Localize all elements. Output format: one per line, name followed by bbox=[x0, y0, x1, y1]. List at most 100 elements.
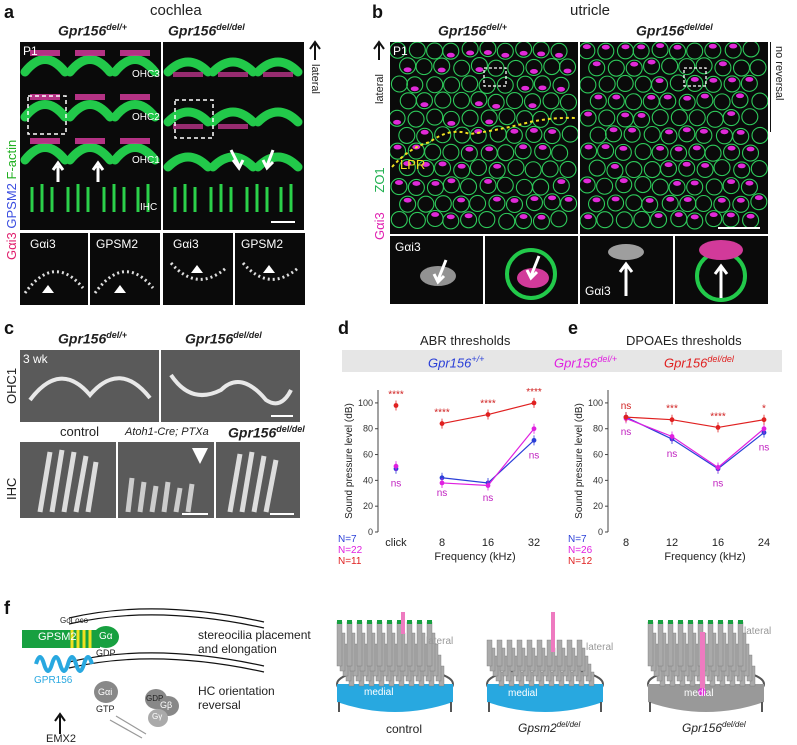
n-label: N=12 bbox=[568, 556, 593, 567]
n-label: N=22 bbox=[338, 545, 363, 556]
x-axis-label: Frequency (kHz) bbox=[664, 551, 745, 563]
bundle-gpr156 bbox=[647, 620, 765, 712]
gdp-label: GDP bbox=[96, 648, 116, 658]
sig-label-ns: ns bbox=[621, 427, 632, 438]
gdp2-label: GDP bbox=[146, 694, 164, 703]
sig-label-top: **** bbox=[710, 411, 726, 422]
panel-a-col-het: Gpr156del/+ bbox=[58, 22, 128, 39]
panel-a-ko-image bbox=[163, 42, 304, 230]
x-tick-label: 12 bbox=[666, 537, 678, 549]
series-line bbox=[441, 439, 535, 484]
y-tick-label: 40 bbox=[593, 475, 603, 485]
bundle-label-control: control bbox=[386, 722, 423, 736]
data-point bbox=[439, 480, 445, 486]
data-point bbox=[485, 412, 491, 417]
panel-c-col-ko: Gpr156del/del bbox=[185, 330, 262, 347]
panel-c-col-ptx: Atoh1-Cre; PTXa bbox=[125, 426, 209, 438]
inset-a-2: GPSM2 bbox=[90, 233, 160, 305]
panel-b-het-image: P1 LPR bbox=[390, 42, 578, 234]
gb-label: Gβ bbox=[160, 700, 173, 710]
sem-ohc1-ko bbox=[161, 350, 300, 422]
chart-e-dpoae: 0 20 40 60 80 100 8 12 16 24 Sound pressure level … bbox=[568, 390, 770, 567]
bundle-3-medial: medial bbox=[684, 688, 714, 699]
sig-label-ns: ns bbox=[483, 493, 494, 504]
inset-b-1: Gαi3 bbox=[390, 236, 483, 304]
bundle-1-lateral: lateral bbox=[426, 636, 454, 647]
series-line bbox=[625, 417, 765, 469]
data-point bbox=[715, 465, 721, 470]
y-axis-label: Sound pressure level (dB) bbox=[344, 403, 355, 519]
y-tick-label: 100 bbox=[588, 398, 603, 408]
x-tick-label: 16 bbox=[712, 537, 724, 549]
inset-a-1: Gαi3 bbox=[20, 233, 88, 305]
row-ohc1: OHC1 bbox=[132, 155, 160, 166]
y-tick-label: 60 bbox=[593, 450, 603, 460]
data-point bbox=[531, 426, 537, 432]
inset-b-3: Gαi3 bbox=[580, 236, 673, 304]
n-label: N=7 bbox=[338, 534, 357, 545]
sig-label-ns: ns bbox=[667, 449, 678, 460]
legend-het: Gpr156del/+ bbox=[554, 354, 618, 371]
row-ohc3: OHC3 bbox=[132, 69, 160, 80]
panel-a-lateral-arrow: lateral bbox=[308, 40, 322, 150]
sig-label-top: *** bbox=[666, 404, 678, 415]
series-line bbox=[441, 428, 535, 487]
lpr-label: LPR bbox=[400, 157, 426, 172]
bundle-3-lateral: lateral bbox=[744, 626, 772, 637]
sem-ihc-control bbox=[20, 442, 116, 518]
pathway-text-1: stereocilia placement and elongation bbox=[198, 628, 311, 656]
bundle-1-medial: medial bbox=[364, 687, 394, 698]
chart-d-abr: 0 20 40 60 80 100 click 8 16 32 Sound pressure lev… bbox=[338, 387, 542, 567]
x-tick-label: click bbox=[385, 537, 407, 549]
panel-c-row2-label: IHC bbox=[4, 477, 19, 500]
n-label: N=11 bbox=[338, 556, 362, 567]
inset-b-2 bbox=[485, 236, 578, 304]
data-point bbox=[715, 425, 721, 430]
panel-letter-d: d bbox=[338, 318, 349, 338]
panel-b-side-labels: lateral Gαi3 ZO1 bbox=[372, 40, 388, 280]
sig-label-top: **** bbox=[480, 399, 496, 410]
sig-label-ns: ns bbox=[759, 443, 770, 454]
sig-label-top: * bbox=[762, 404, 766, 415]
panel-letter-b: b bbox=[372, 2, 383, 22]
sig-label-top: **** bbox=[388, 389, 404, 400]
bundle-2-medial: medial bbox=[508, 688, 538, 699]
het-utricle-graphic bbox=[390, 42, 578, 230]
x-tick-label: 8 bbox=[439, 537, 445, 549]
sig-label-ns: ns bbox=[391, 479, 402, 490]
data-point bbox=[439, 421, 445, 426]
y-tick-label: 80 bbox=[593, 424, 603, 434]
panel-b-age: P1 bbox=[393, 44, 408, 58]
x-tick-label: 32 bbox=[528, 537, 540, 549]
inset-a-3: Gαi3 bbox=[163, 233, 233, 305]
data-point bbox=[393, 403, 399, 408]
goloco-label: GoLoco bbox=[60, 616, 89, 625]
data-point bbox=[761, 417, 767, 423]
n-label: N=7 bbox=[568, 534, 587, 545]
bundle-label-gpr156: Gpr156del/del bbox=[682, 720, 746, 735]
data-point bbox=[531, 400, 537, 406]
panel-a-col-ko: Gpr156del/del bbox=[168, 22, 245, 39]
chart-e-title: DPOAEs thresholds bbox=[626, 333, 742, 348]
panel-a-vertical-label: Gαi3 GPSM2 F-actin bbox=[4, 139, 19, 260]
panel-c-col-ko2: Gpr156del/del bbox=[228, 424, 305, 441]
x-axis-label: Frequency (kHz) bbox=[434, 551, 515, 563]
gtp-label: GTP bbox=[96, 704, 115, 714]
sig-label-ns: ns bbox=[529, 450, 540, 461]
data-point bbox=[531, 437, 537, 443]
pathway-text-2: HC orientation reversal bbox=[198, 684, 275, 712]
sem-ohc1-het: 3 wk bbox=[20, 350, 159, 422]
panel-b-heading: utricle bbox=[570, 2, 611, 19]
legend-bar: Gpr156+/+ Gpr156del/+ Gpr156del/del bbox=[342, 350, 782, 372]
panel-c-age: 3 wk bbox=[23, 352, 48, 366]
panel-b-col-ko: Gpr156del/del bbox=[636, 22, 713, 39]
panel-b-ko-image bbox=[580, 42, 768, 234]
bundle-2-lateral: lateral bbox=[586, 642, 614, 653]
inset-b-4 bbox=[675, 236, 768, 304]
data-point bbox=[669, 417, 675, 423]
y-tick-label: 0 bbox=[598, 527, 603, 537]
gpsm2-label: GPSM2 bbox=[38, 631, 77, 643]
data-point bbox=[623, 414, 629, 420]
galpha-label: Gα bbox=[99, 631, 113, 642]
data-point bbox=[485, 483, 491, 488]
